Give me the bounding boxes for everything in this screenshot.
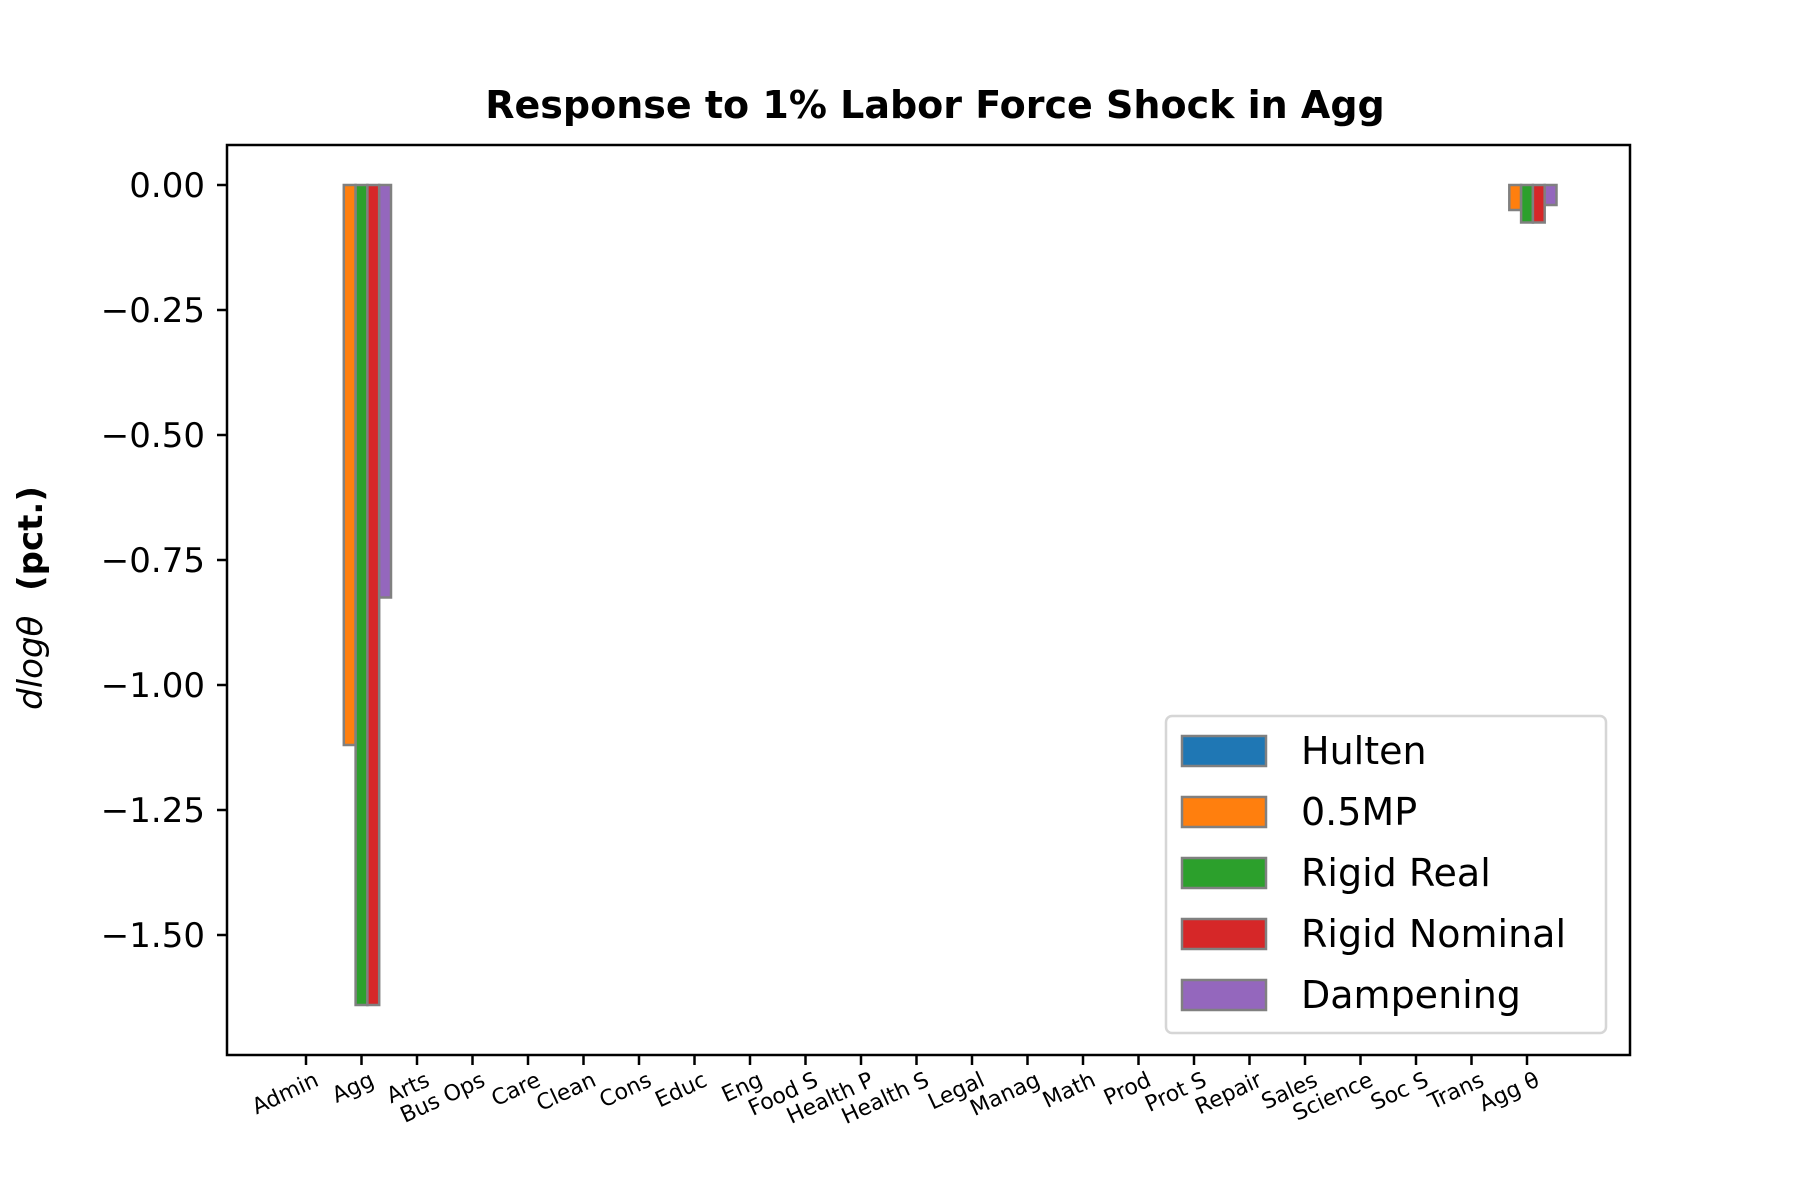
y-axis-label: dlogθ (pct.) (11, 486, 51, 710)
legend-swatch (1180, 734, 1268, 768)
legend-swatch (1180, 978, 1268, 1012)
y-tick-label: −1.25 (101, 791, 205, 831)
legend-label: Rigid Real (1301, 851, 1491, 895)
y-tick-label: −0.25 (101, 291, 205, 331)
bar-dampening-22 (1543, 183, 1558, 207)
legend-label: 0.5MP (1301, 790, 1417, 834)
legend-swatch (1180, 917, 1268, 951)
bar-rigid-real-1 (354, 183, 369, 1007)
y-tick-label: −1.50 (101, 916, 205, 956)
legend-label: Dampening (1301, 973, 1521, 1017)
svg-text:dlogθ (pct.): dlogθ (pct.) (11, 486, 51, 710)
bar-0-5mp-22 (1508, 183, 1523, 212)
y-tick-label: −0.50 (101, 416, 205, 456)
y-axis-label-math: dlogθ (11, 615, 51, 709)
legend-swatch (1180, 856, 1268, 890)
legend-label: Rigid Nominal (1301, 912, 1566, 956)
y-tick-label: 0.00 (129, 166, 205, 206)
bar-rigid-real-22 (1519, 183, 1535, 224)
legend-label: Hulten (1301, 729, 1427, 773)
bar-dampening-1 (377, 183, 393, 599)
legend-swatch (1180, 795, 1268, 829)
bar-rigid-nominal-1 (366, 183, 381, 1007)
bar-rigid-nominal-22 (1531, 183, 1546, 224)
chart-title: Response to 1% Labor Force Shock in Agg (485, 83, 1384, 127)
y-tick-label: −0.75 (101, 541, 205, 581)
y-tick-label: −1.00 (101, 666, 205, 706)
plot-frame (225, 143, 1632, 1057)
legend (1164, 714, 1608, 1035)
y-axis-label-unit: (pct.) (11, 486, 51, 591)
bar-0-5mp-1 (342, 183, 357, 747)
